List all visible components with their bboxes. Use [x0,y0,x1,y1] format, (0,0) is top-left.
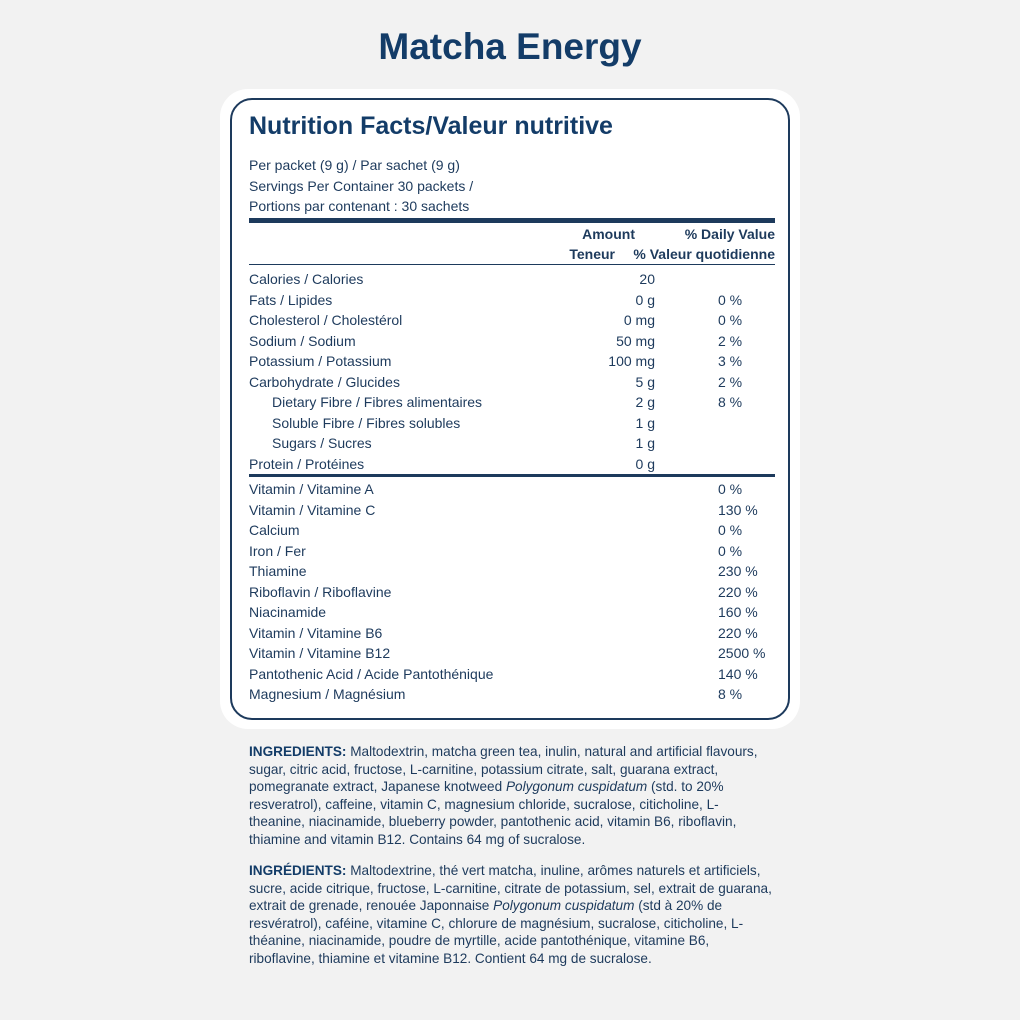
nutrient-name: Carbohydrate / Glucides [249,373,400,390]
nutrient-dv: 160 % [718,604,758,620]
nutrient-dv: 130 % [718,501,758,518]
nutrient-amount: 50 mg [616,332,655,349]
nutrient-name: Potassium / Potassium [249,353,392,369]
panel-heading: Nutrition Facts/Valeur nutritive [249,112,613,140]
nutrient-amount: 0 mg [623,312,655,328]
serving-line: Portions par contenant : 30 sachets [249,198,470,214]
nutrient-dv: 140 % [718,665,758,682]
title: Matcha Energy [378,26,642,67]
nutrient-name: Protein / Protéines [249,455,365,472]
serving-line: Servings Per Container 30 packets / [249,177,474,194]
nutrient-name: Pantothenic Acid / Acide Pantothénique [249,665,494,682]
nutrient-dv: 220 % [718,624,758,641]
nutrient-amount: 5 g [635,373,655,390]
nutrient-dv: 230 % [718,563,758,579]
nutrient-name: Dietary Fibre / Fibres alimentaires [272,394,483,410]
nutrient-name: Sugars / Sucres [272,435,372,451]
nutrient-amount: 0 g [635,455,655,472]
ingredients-text: Maltodextrin, matcha green tea, inulin, … [249,744,758,795]
nutrient-dv: 220 % [718,583,758,600]
thin-rule [249,264,775,265]
column-header: % Valeur quotidienne [633,246,775,262]
nutrient-dv: 0 % [718,312,743,328]
nutrient-name: Vitamin / Vitamine A [249,481,374,497]
nutrient-name: Calcium [249,522,300,538]
ingredients-label: INGRÉDIENTS: [249,863,347,878]
nutrient-name: Magnesium / Magnésium [249,686,406,702]
ingredients-label: INGREDIENTS: [249,744,347,759]
nutrient-name: Cholesterol / Cholestérol [249,312,403,328]
nutrient-dv: 2500 % [718,645,766,661]
nutrient-name: Thiamine [249,563,307,579]
nutrient-name: Vitamin / Vitamine B12 [249,645,391,661]
nutrient-amount: 100 mg [608,353,655,369]
ingredients-text: Maltodextrine, thé vert matcha, inuline,… [249,863,772,914]
nutrient-name: Vitamin / Vitamine C [249,501,376,518]
ingredients: INGREDIENTS: Maltodextrin, matcha green … [249,743,772,849]
nutrient-amount: 2 g [635,394,655,410]
ingredients: INGRÉDIENTS: Maltodextrine, thé vert mat… [249,862,772,968]
nutrient-dv: 8 % [718,686,743,702]
nutrient-amount: 0 g [635,291,655,308]
nutrient-dv: 2 % [718,373,743,390]
column-header: Teneur [569,246,615,262]
nutrient-dv: 0 % [718,291,743,308]
column-header: Amount [582,226,635,242]
ingredients-text: (std. to 20% resveratrol), caffeine, vit… [249,779,737,847]
nutrient-name: Niacinamide [249,604,327,620]
nutrient-dv: 0 % [718,542,743,559]
nutrient-name: Riboflavin / Riboflavine [249,583,392,600]
nutrient-name: Vitamin / Vitamine B6 [249,624,383,641]
nutrient-dv: 8 % [718,394,743,410]
nutrient-dv: 3 % [718,353,743,369]
ingredients-italic: Polygonum cuspidatum [505,779,648,795]
thick-rule [249,218,775,223]
nutrient-amount: 1 g [635,435,655,451]
nutrient-name: Calories / Calories [249,271,364,287]
nutrient-amount: 1 g [635,414,655,431]
nutrient-name: Soluble Fibre / Fibres solubles [272,414,461,431]
nutrient-name: Iron / Fer [249,542,306,559]
thick-rule [249,474,775,477]
nutrition-panel [230,98,790,720]
ingredients-text: (std à 20% de resvératrol), caféine, vit… [249,898,744,966]
nutrient-name: Sodium / Sodium [249,332,356,349]
serving-line: Per packet (9 g) / Par sachet (9 g) [249,157,460,173]
nutrient-dv: 0 % [718,522,743,538]
nutrient-name: Fats / Lipides [249,291,333,308]
nutrient-dv: 2 % [718,332,743,349]
nutrient-dv: 0 % [718,481,743,497]
column-header: % Daily Value [684,226,775,242]
nutrient-amount: 20 [639,271,655,287]
ingredients-italic: Polygonum cuspidatum [493,898,635,914]
